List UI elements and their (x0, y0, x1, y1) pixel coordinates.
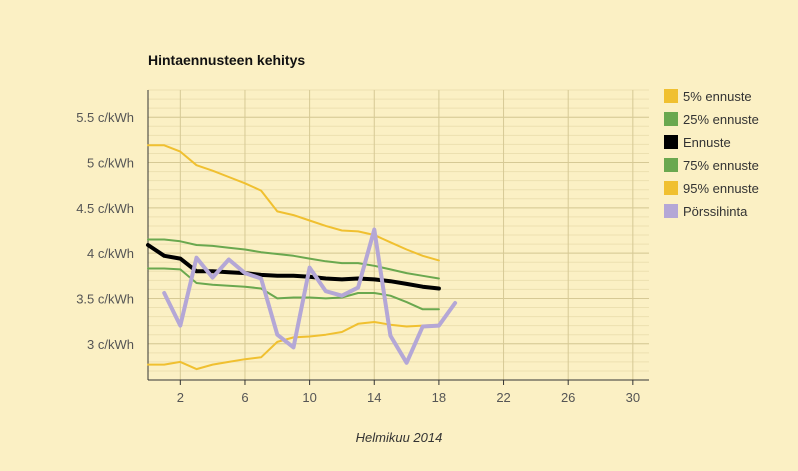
chart-title: Hintaennusteen kehitys (148, 52, 305, 68)
axes (147, 90, 649, 385)
series-line-3 (147, 267, 440, 311)
series-line-1 (147, 238, 440, 280)
series-line-5 (162, 227, 458, 365)
x-tick-label: 2 (177, 390, 184, 405)
x-tick-label: 18 (432, 390, 446, 405)
legend-swatch (664, 89, 678, 103)
y-tick-label: 3 c/kWh (87, 337, 134, 352)
series-lines (146, 144, 458, 371)
legend-label: 75% ennuste (683, 158, 759, 173)
x-tick-label: 26 (561, 390, 575, 405)
y-tick-label: 4.5 c/kWh (76, 201, 134, 216)
x-tick-label: 30 (626, 390, 640, 405)
x-axis-label: Helmikuu 2014 (356, 430, 443, 445)
legend-label: Ennuste (683, 135, 731, 150)
grid (148, 89, 649, 380)
legend-swatch (664, 181, 678, 195)
y-tick-label: 4 c/kWh (87, 246, 134, 261)
y-tick-label: 5.5 c/kWh (76, 110, 134, 125)
y-tick-label: 3.5 c/kWh (76, 291, 134, 306)
series-line-0 (147, 144, 440, 262)
legend-swatch (664, 135, 678, 149)
legend-swatch (664, 204, 678, 218)
tick-labels: 3 c/kWh 3.5 c/kWh 4 c/kWh 4.5 c/kWh 5 c/kWh 5… (76, 110, 640, 405)
legend-label: 25% ennuste (683, 112, 759, 127)
series-line-2 (146, 243, 441, 291)
x-tick-label: 22 (496, 390, 510, 405)
legend-label: 5% ennuste (683, 89, 752, 104)
x-tick-label: 14 (367, 390, 381, 405)
x-tick-label: 6 (241, 390, 248, 405)
legend-swatch (664, 158, 678, 172)
x-tick-label: 10 (302, 390, 316, 405)
legend: 5% ennuste 25% ennuste Ennuste 75% ennuste 9… (664, 89, 759, 219)
legend-label: 95% ennuste (683, 181, 759, 196)
legend-swatch (664, 112, 678, 126)
legend-label: Pörssihinta (683, 204, 748, 219)
y-tick-label: 5 c/kWh (87, 156, 134, 171)
